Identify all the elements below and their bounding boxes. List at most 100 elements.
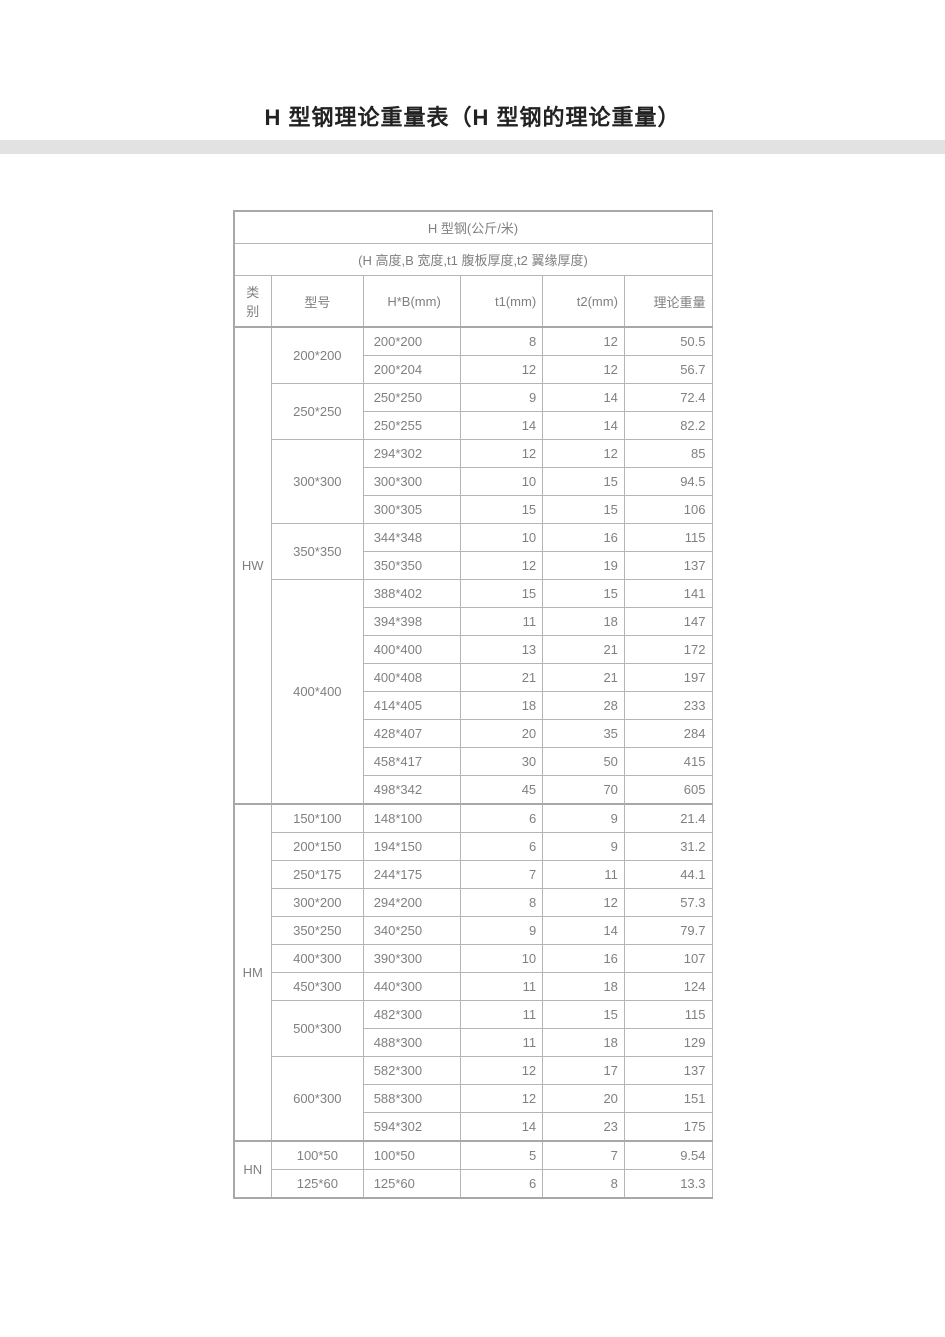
t2-cell: 17 [543, 1057, 625, 1085]
t2-cell: 35 [543, 720, 625, 748]
weight-cell: 147 [624, 608, 712, 636]
table-row: 400*300390*3001016107 [234, 945, 713, 973]
t1-cell: 6 [461, 833, 543, 861]
t2-cell: 7 [543, 1141, 625, 1170]
weight-cell: 57.3 [624, 889, 712, 917]
hb-cell: 300*305 [363, 496, 461, 524]
hb-cell: 100*50 [363, 1141, 461, 1170]
t2-cell: 14 [543, 384, 625, 412]
table-header-1: H 型钢(公斤/米) [234, 211, 713, 244]
table-row: 300*300294*302121285 [234, 440, 713, 468]
t1-cell: 18 [461, 692, 543, 720]
t1-cell: 30 [461, 748, 543, 776]
t1-cell: 5 [461, 1141, 543, 1170]
model-cell: 250*250 [271, 384, 363, 440]
model-cell: 150*100 [271, 804, 363, 833]
weight-cell: 197 [624, 664, 712, 692]
col-header-t2: t2(mm) [543, 276, 625, 328]
weight-cell: 115 [624, 524, 712, 552]
t1-cell: 12 [461, 1085, 543, 1113]
hb-cell: 414*405 [363, 692, 461, 720]
t2-cell: 16 [543, 945, 625, 973]
t1-cell: 20 [461, 720, 543, 748]
weight-cell: 233 [624, 692, 712, 720]
weight-cell: 175 [624, 1113, 712, 1142]
t1-cell: 15 [461, 496, 543, 524]
weight-cell: 79.7 [624, 917, 712, 945]
hb-cell: 200*204 [363, 356, 461, 384]
title-underline [0, 140, 945, 154]
model-cell: 450*300 [271, 973, 363, 1001]
model-cell: 300*300 [271, 440, 363, 524]
hb-cell: 244*175 [363, 861, 461, 889]
t1-cell: 14 [461, 412, 543, 440]
hb-cell: 428*407 [363, 720, 461, 748]
hb-cell: 194*150 [363, 833, 461, 861]
weight-cell: 21.4 [624, 804, 712, 833]
t2-cell: 15 [543, 468, 625, 496]
table-row: HM150*100148*1006921.4 [234, 804, 713, 833]
table-row: 200*150194*1506931.2 [234, 833, 713, 861]
t1-cell: 11 [461, 973, 543, 1001]
category-cell: HM [234, 804, 272, 1141]
table-row: 125*60125*606813.3 [234, 1170, 713, 1199]
table-row: HW200*200200*20081250.5 [234, 327, 713, 356]
model-cell: 200*200 [271, 327, 363, 384]
hb-cell: 200*200 [363, 327, 461, 356]
weight-cell: 56.7 [624, 356, 712, 384]
hb-cell: 458*417 [363, 748, 461, 776]
t1-cell: 7 [461, 861, 543, 889]
weight-table: H 型钢(公斤/米) (H 高度,B 宽度,t1 腹板厚度,t2 翼缘厚度) 类… [233, 210, 713, 1199]
t2-cell: 23 [543, 1113, 625, 1142]
table-column-header-row: 类别 型号 H*B(mm) t1(mm) t2(mm) 理论重量 [234, 276, 713, 328]
weight-cell: 13.3 [624, 1170, 712, 1199]
weight-cell: 415 [624, 748, 712, 776]
t2-cell: 14 [543, 917, 625, 945]
col-header-model: 型号 [271, 276, 363, 328]
t2-cell: 18 [543, 608, 625, 636]
hb-cell: 294*302 [363, 440, 461, 468]
t2-cell: 8 [543, 1170, 625, 1199]
hb-cell: 588*300 [363, 1085, 461, 1113]
t1-cell: 11 [461, 1029, 543, 1057]
weight-cell: 141 [624, 580, 712, 608]
hb-cell: 300*300 [363, 468, 461, 496]
hb-cell: 400*408 [363, 664, 461, 692]
table-container: H 型钢(公斤/米) (H 高度,B 宽度,t1 腹板厚度,t2 翼缘厚度) 类… [233, 210, 713, 1199]
t1-cell: 13 [461, 636, 543, 664]
hb-cell: 148*100 [363, 804, 461, 833]
model-cell: 300*200 [271, 889, 363, 917]
t2-cell: 12 [543, 440, 625, 468]
table-row: 500*300482*3001115115 [234, 1001, 713, 1029]
weight-cell: 129 [624, 1029, 712, 1057]
t2-cell: 9 [543, 833, 625, 861]
hb-cell: 440*300 [363, 973, 461, 1001]
t2-cell: 28 [543, 692, 625, 720]
weight-cell: 107 [624, 945, 712, 973]
model-cell: 500*300 [271, 1001, 363, 1057]
t2-cell: 15 [543, 496, 625, 524]
t2-cell: 20 [543, 1085, 625, 1113]
hb-cell: 250*250 [363, 384, 461, 412]
weight-cell: 94.5 [624, 468, 712, 496]
col-header-hb: H*B(mm) [363, 276, 461, 328]
weight-cell: 9.54 [624, 1141, 712, 1170]
weight-cell: 151 [624, 1085, 712, 1113]
category-cell: HN [234, 1141, 272, 1198]
hb-cell: 582*300 [363, 1057, 461, 1085]
t1-cell: 8 [461, 327, 543, 356]
table-row: 350*250340*25091479.7 [234, 917, 713, 945]
table-row: 350*350344*3481016115 [234, 524, 713, 552]
t2-cell: 15 [543, 580, 625, 608]
t1-cell: 14 [461, 1113, 543, 1142]
t2-cell: 15 [543, 1001, 625, 1029]
hb-cell: 388*402 [363, 580, 461, 608]
hb-cell: 400*400 [363, 636, 461, 664]
t1-cell: 9 [461, 917, 543, 945]
t1-cell: 11 [461, 1001, 543, 1029]
t1-cell: 15 [461, 580, 543, 608]
table-row: 250*175244*17571144.1 [234, 861, 713, 889]
weight-cell: 137 [624, 552, 712, 580]
t2-cell: 12 [543, 356, 625, 384]
t2-cell: 50 [543, 748, 625, 776]
